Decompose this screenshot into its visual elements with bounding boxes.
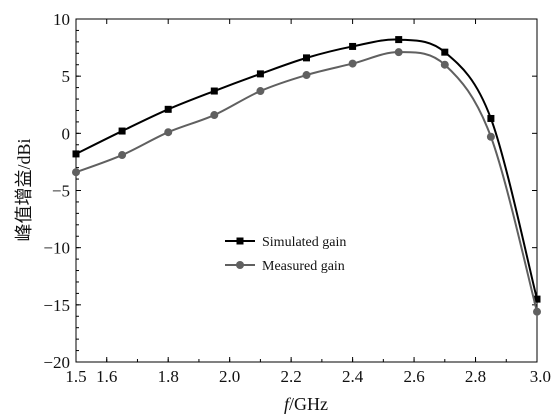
data-point-simulated: [303, 54, 310, 62]
data-point-simulated: [72, 150, 80, 158]
legend-label-measured: Measured gain: [262, 259, 345, 274]
x-tick-label: 2.8: [465, 367, 486, 386]
x-tick-label: 2.4: [342, 367, 364, 386]
data-point-measured: [210, 111, 219, 120]
y-tick-label: 10: [53, 10, 70, 29]
data-point-simulated: [256, 70, 264, 78]
legend-label-simulated: Simulated gain: [262, 235, 346, 250]
data-point-measured: [164, 128, 173, 137]
y-tick-label: −15: [43, 296, 70, 315]
axis-ticks: 1.6 1.8 2.0 2.2 2.4 2.6 2.8 3.0 1.5 10 5 0 −5 −10 −15 −…: [43, 10, 551, 386]
y-tick-label: −5: [52, 182, 70, 201]
data-point-measured: [486, 132, 495, 141]
plot-frame: [75, 18, 538, 363]
data-point-simulated: [210, 87, 218, 95]
data-point-simulated: [441, 48, 449, 56]
y-tick-label: 0: [62, 124, 71, 143]
y-tick-label: −20: [43, 353, 70, 372]
series-line-0: [75, 38, 538, 300]
x-axis-label-unit: /GHz: [289, 394, 328, 414]
data-point-simulated: [533, 295, 541, 303]
plot-border: [75, 18, 538, 363]
x-tick-label: 3.0: [530, 367, 551, 386]
series-layer: [72, 36, 541, 316]
data-point-simulated: [118, 127, 126, 135]
y-axis-label: 峰值增益/dBi: [14, 138, 34, 241]
data-point-measured: [394, 48, 403, 57]
legend: Simulated gain Measured gain: [225, 235, 346, 274]
data-point-measured: [72, 168, 80, 177]
x-tick-label: 1.8: [158, 367, 179, 386]
x-tick-label: 2.2: [281, 367, 302, 386]
x-axis-label-var: f: [284, 394, 292, 414]
data-point-simulated: [487, 114, 495, 122]
data-point-measured: [533, 307, 541, 316]
data-point-measured: [440, 60, 449, 69]
data-point-measured: [256, 87, 265, 96]
legend-marker-simulated: [236, 237, 244, 245]
series-line-1: [75, 51, 538, 312]
data-point-simulated: [349, 42, 357, 50]
data-point-measured: [118, 151, 127, 160]
data-point-measured: [348, 59, 357, 68]
data-point-simulated: [395, 36, 403, 44]
legend-marker-measured: [236, 261, 244, 269]
x-tick-label: 2.0: [219, 367, 240, 386]
data-point-simulated: [164, 105, 172, 113]
x-tick-label: 1.6: [96, 367, 117, 386]
x-tick-label-first: 1.5: [65, 367, 86, 386]
x-axis-label: f/GHz: [284, 394, 328, 414]
y-tick-label: −10: [43, 239, 70, 258]
x-tick-label: 2.6: [403, 367, 424, 386]
y-tick-label: 5: [62, 67, 71, 86]
data-point-measured: [302, 71, 311, 80]
